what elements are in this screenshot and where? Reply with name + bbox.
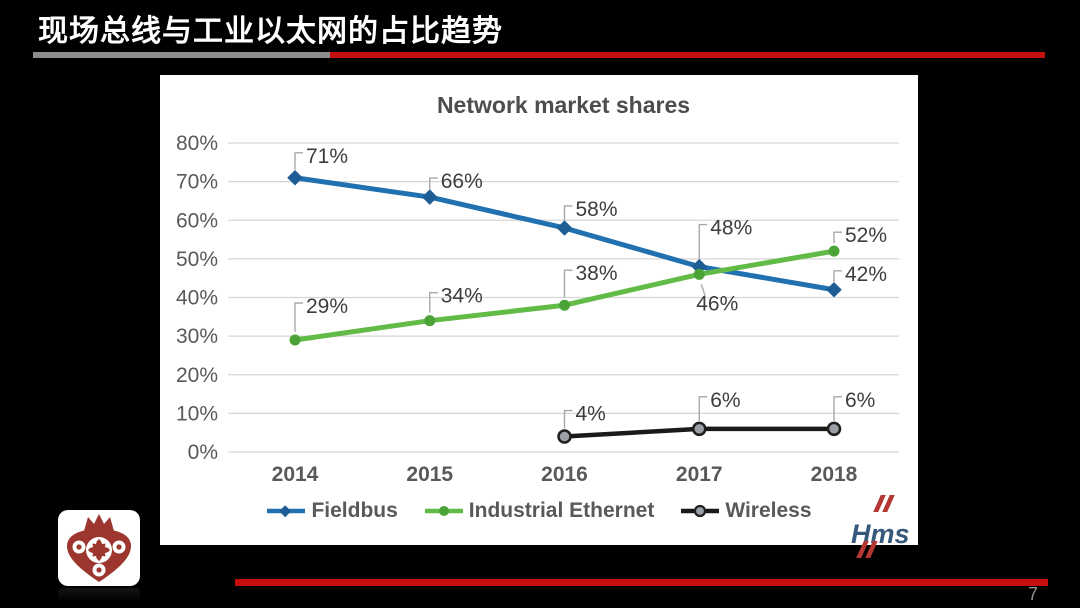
chart-title: Network market shares bbox=[437, 92, 690, 118]
data-point bbox=[828, 245, 840, 257]
x-tick-label: 2014 bbox=[272, 463, 319, 486]
legend-item-wireless: Wireless bbox=[680, 499, 812, 523]
y-tick-label: 10% bbox=[176, 402, 218, 425]
label-leader bbox=[294, 152, 303, 170]
chart-legend: Fieldbus Industrial Ethernet Wireless bbox=[160, 499, 918, 523]
data-label: 46% bbox=[696, 292, 738, 315]
legend-marker-icon bbox=[681, 504, 720, 518]
y-tick-label: 70% bbox=[176, 171, 218, 194]
label-leader bbox=[698, 396, 708, 421]
y-tick-label: 60% bbox=[176, 209, 218, 232]
hms-logo: Hms bbox=[849, 493, 921, 559]
data-label: 6% bbox=[710, 389, 740, 412]
y-tick-label: 50% bbox=[176, 248, 218, 271]
label-leader bbox=[563, 269, 573, 298]
data-point bbox=[692, 421, 707, 437]
data-label: 6% bbox=[845, 389, 875, 412]
label-leader bbox=[700, 284, 706, 297]
y-tick-label: 0% bbox=[188, 441, 218, 464]
legend-marker-icon bbox=[424, 506, 463, 516]
hms-logo-text: Hms bbox=[851, 519, 910, 549]
y-tick-label: 40% bbox=[176, 287, 218, 310]
data-point bbox=[287, 169, 303, 186]
label-leader bbox=[563, 409, 573, 429]
data-point bbox=[693, 268, 705, 280]
data-label: 58% bbox=[576, 198, 618, 221]
bottom-accent-bar bbox=[235, 579, 1048, 586]
legend-label: Fieldbus bbox=[311, 499, 398, 522]
legend-marker-icon bbox=[267, 505, 306, 518]
data-point bbox=[826, 421, 842, 437]
data-point bbox=[557, 429, 572, 444]
data-point bbox=[559, 299, 570, 311]
title-rule bbox=[33, 52, 1045, 58]
y-tick-label: 30% bbox=[176, 325, 218, 348]
data-label: 66% bbox=[441, 170, 483, 193]
chart-panel: 0% 10% 20% 30% 40% 50% 60% 70% 80% 2014 2015 2016 20… bbox=[160, 75, 918, 545]
y-tick-label: 20% bbox=[176, 364, 218, 387]
x-tick-label: 2016 bbox=[541, 463, 588, 486]
data-point bbox=[424, 315, 436, 327]
legend-item-industrial-ethernet: Industrial Ethernet bbox=[424, 499, 655, 523]
label-leader bbox=[294, 302, 303, 332]
legend-label: Wireless bbox=[725, 499, 812, 522]
legend-label: Industrial Ethernet bbox=[468, 499, 655, 522]
data-label: 71% bbox=[306, 145, 348, 168]
page-number: 7 bbox=[1028, 584, 1039, 604]
data-label: 34% bbox=[441, 285, 483, 308]
label-leader bbox=[429, 177, 438, 190]
x-tick-label: 2015 bbox=[406, 463, 453, 486]
data-label: 29% bbox=[306, 295, 348, 318]
data-point bbox=[556, 220, 573, 236]
crown-icon bbox=[84, 514, 114, 531]
data-label: 48% bbox=[710, 217, 752, 240]
title-rule-red-segment bbox=[330, 52, 1045, 58]
data-point bbox=[826, 281, 842, 298]
label-leader bbox=[429, 291, 438, 313]
data-point bbox=[289, 334, 301, 346]
data-label: 42% bbox=[845, 263, 887, 286]
data-label: 52% bbox=[845, 224, 887, 247]
label-leader bbox=[698, 223, 708, 259]
label-leader bbox=[833, 231, 842, 244]
data-label: 4% bbox=[576, 403, 606, 426]
x-tick-label: 2018 bbox=[811, 463, 858, 486]
x-tick-label: 2017 bbox=[676, 463, 723, 486]
slide-title: 现场总线与工业以太网的占比趋势 bbox=[38, 15, 503, 48]
data-point bbox=[421, 189, 438, 205]
left-badge-logo bbox=[58, 510, 140, 586]
y-tick-label: 80% bbox=[176, 132, 218, 155]
label-leader bbox=[833, 396, 842, 421]
badge-reflection bbox=[58, 588, 140, 602]
title-rule-gray-segment bbox=[33, 52, 330, 58]
data-label: 38% bbox=[576, 262, 618, 285]
label-leader bbox=[563, 205, 573, 220]
line-chart: 0% 10% 20% 30% 40% 50% 60% 70% 80% 2014 2015 2016 20… bbox=[176, 92, 899, 486]
label-leader bbox=[833, 270, 842, 282]
legend-item-fieldbus: Fieldbus bbox=[266, 499, 398, 523]
